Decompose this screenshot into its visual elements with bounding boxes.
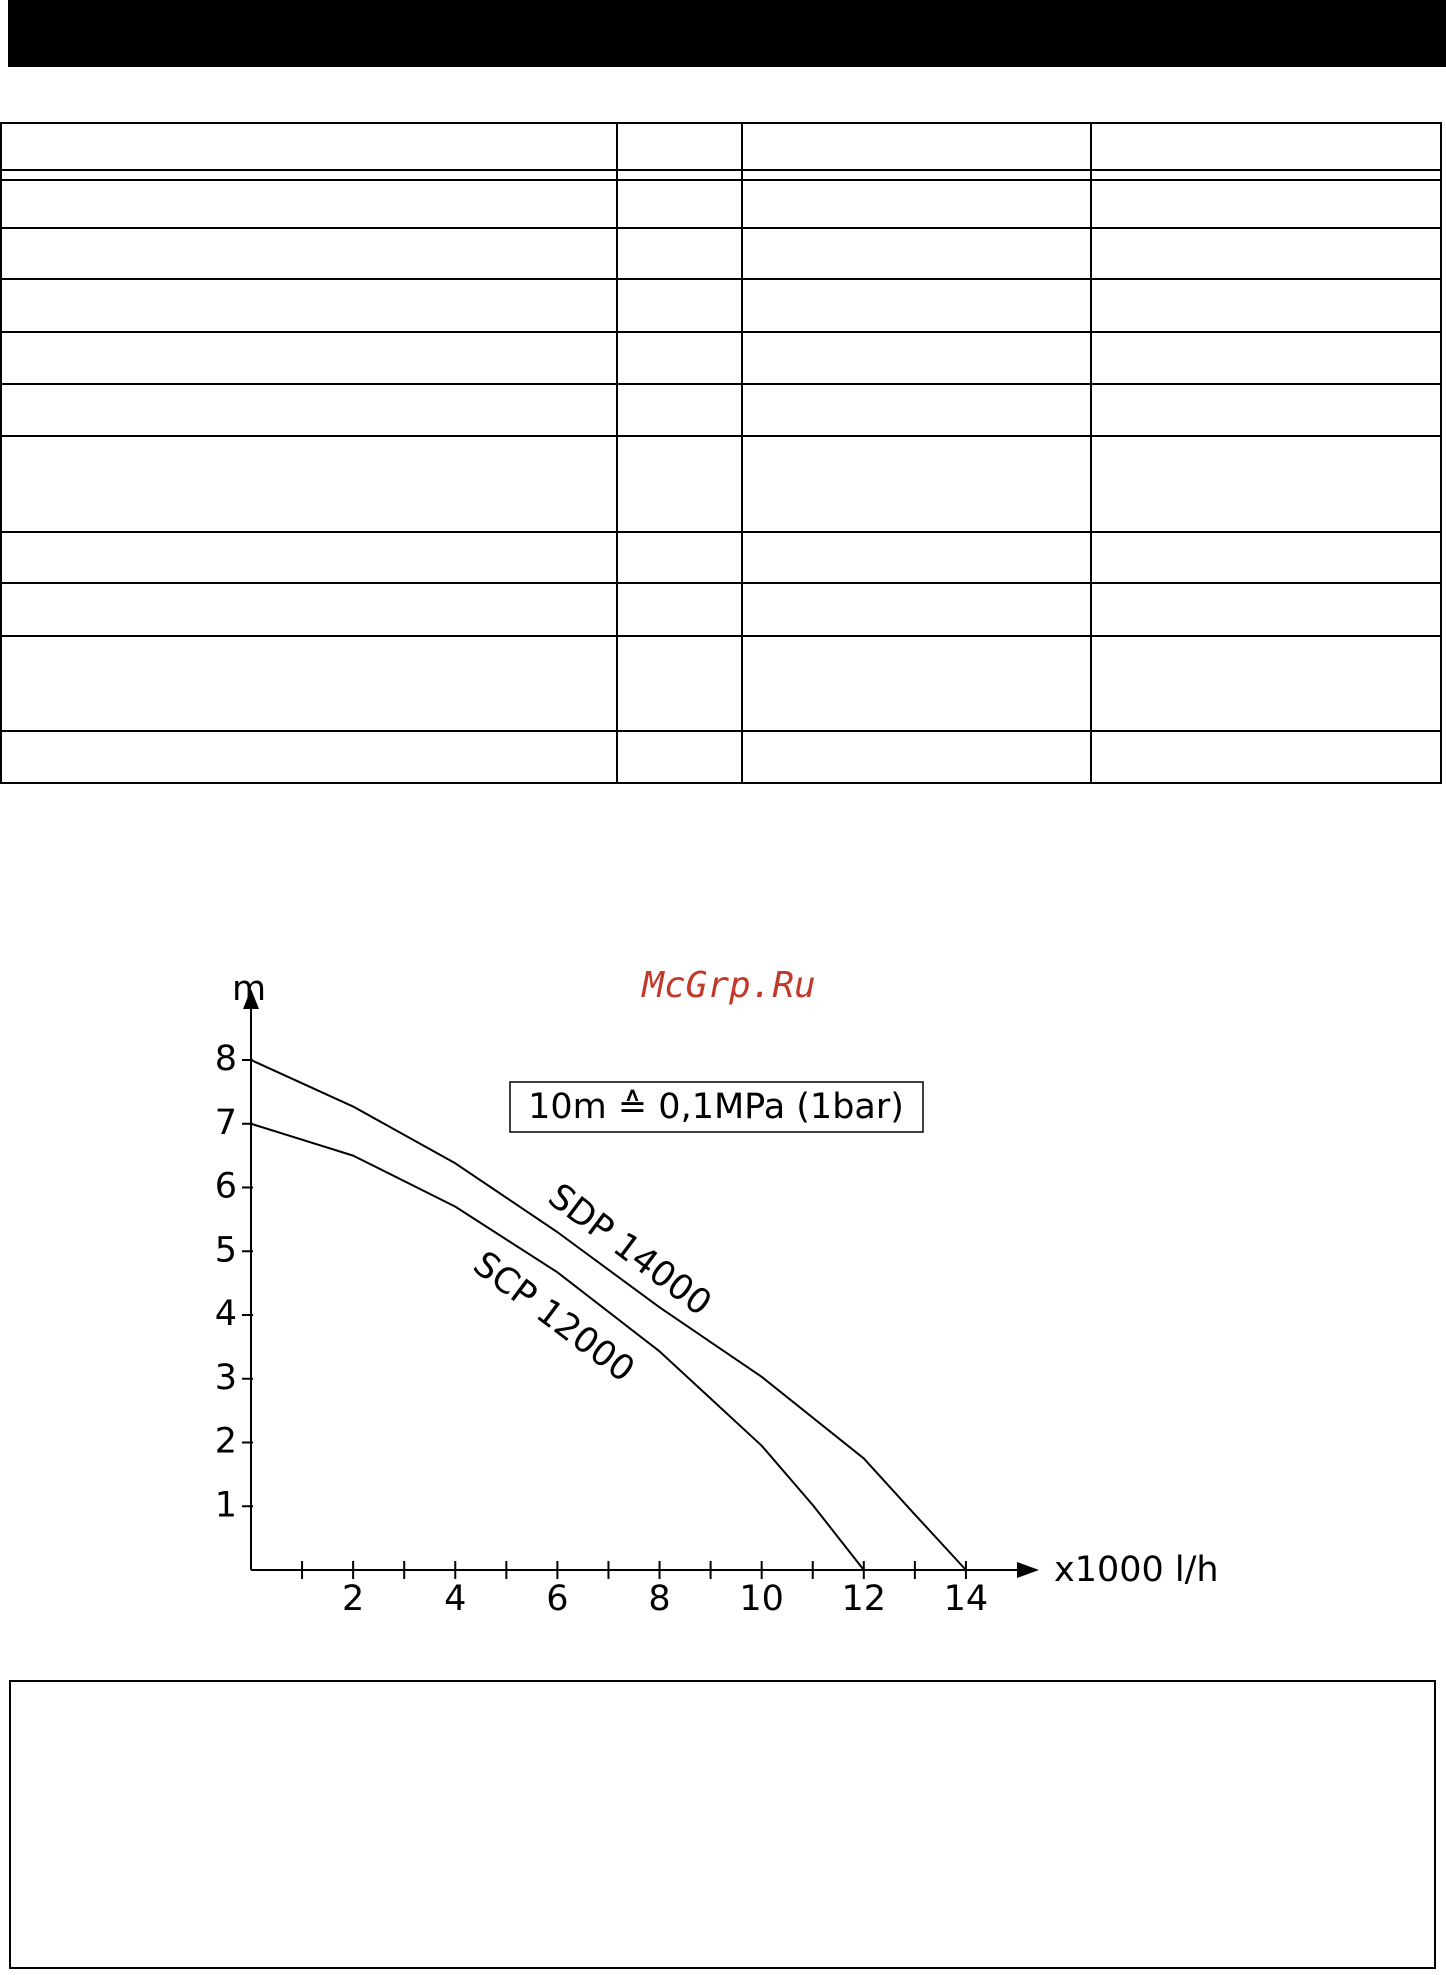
watermark: McGrp.Ru — [640, 965, 815, 1006]
y-axis-arrow — [243, 989, 259, 1009]
spec-table — [0, 122, 1442, 784]
y-tick-label: 7 — [215, 1103, 237, 1143]
curve — [250, 1122, 865, 1571]
annotation-box — [509, 1081, 924, 1133]
y-tick-label: 8 — [215, 1039, 237, 1079]
note-box — [9, 1680, 1436, 1969]
header-bar — [8, 0, 1446, 67]
x-axis-label: x1000 l/h — [1054, 1550, 1219, 1590]
x-tick-label: 14 — [944, 1579, 989, 1619]
annotation: 10m ≙ 0,1MPa (1bar) — [528, 1087, 904, 1127]
x-axis-arrow — [1017, 1562, 1039, 1578]
x-tick-label: 10 — [739, 1579, 784, 1619]
x-tick-label: 4 — [444, 1579, 466, 1619]
table-border — [0, 122, 1442, 784]
x-tick-label: 8 — [648, 1579, 670, 1619]
x-tick-label: 12 — [842, 1579, 887, 1619]
y-tick-label: 4 — [215, 1294, 237, 1334]
y-tick-label: 3 — [215, 1358, 237, 1398]
y-tick-label: 6 — [215, 1167, 237, 1207]
curve — [250, 1059, 967, 1571]
y-tick-label: 1 — [215, 1485, 237, 1525]
x-tick-label: 6 — [546, 1579, 568, 1619]
y-tick-label: 2 — [215, 1422, 237, 1462]
y-tick-label: 5 — [215, 1230, 237, 1270]
x-tick-label: 2 — [342, 1579, 364, 1619]
